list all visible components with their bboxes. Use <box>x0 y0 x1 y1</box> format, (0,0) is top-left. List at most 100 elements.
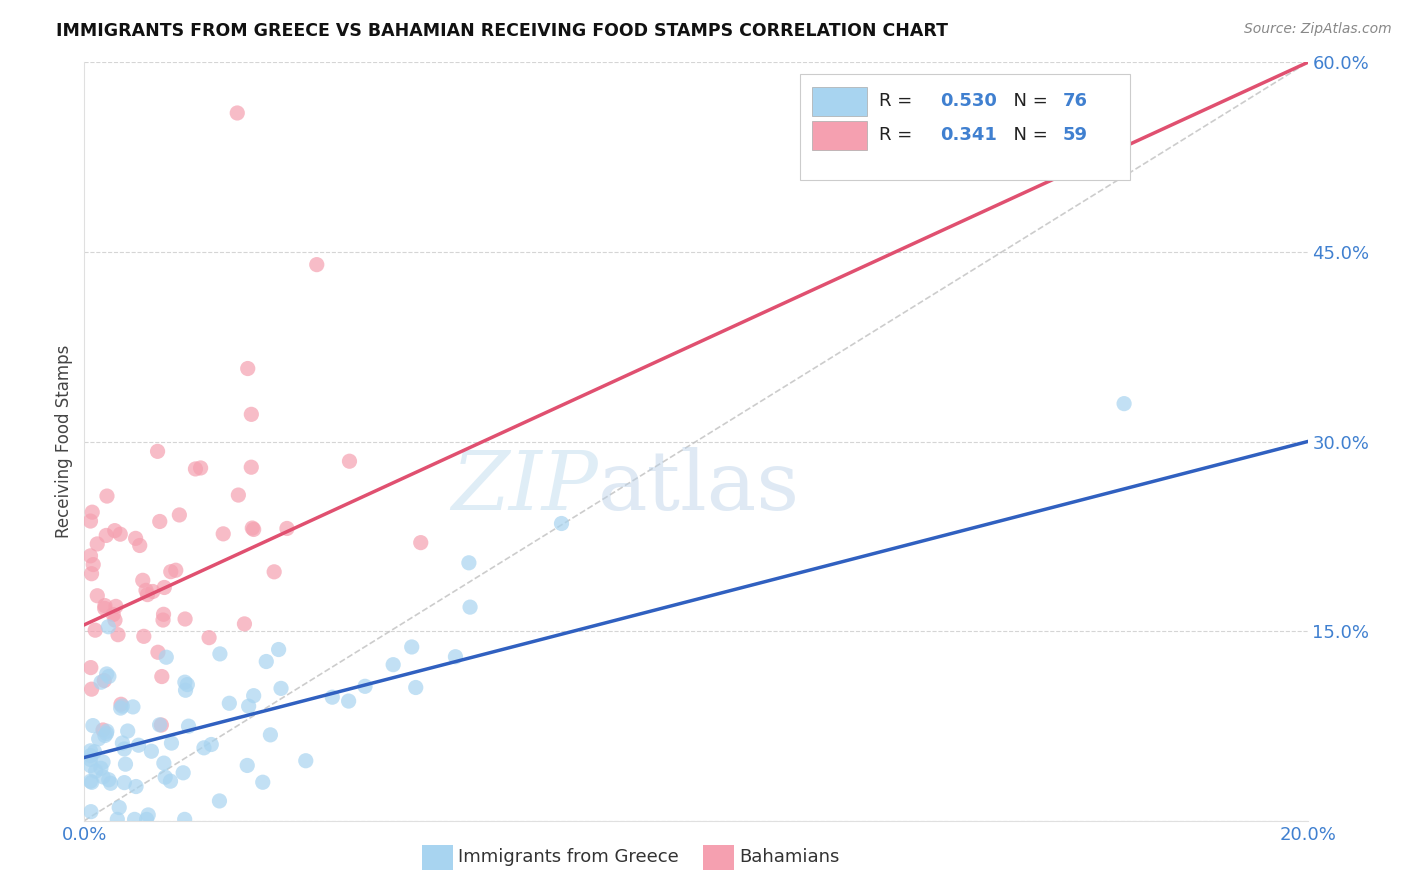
Text: R =: R = <box>880 92 918 110</box>
Point <box>240 460 263 475</box>
Point <box>174 612 197 626</box>
Point <box>409 535 432 549</box>
Point <box>125 780 148 794</box>
Point <box>240 408 263 422</box>
Point <box>337 694 360 708</box>
Point <box>233 616 256 631</box>
Point <box>457 556 479 570</box>
Point <box>153 770 176 784</box>
Point <box>401 640 423 654</box>
Point <box>96 724 118 739</box>
Point <box>111 699 134 714</box>
Point <box>104 524 127 538</box>
Point <box>339 454 361 468</box>
Point <box>152 607 174 622</box>
Point <box>259 728 281 742</box>
Point <box>104 599 127 614</box>
Point <box>93 601 115 615</box>
FancyBboxPatch shape <box>813 87 868 116</box>
Point <box>79 514 101 528</box>
Point <box>198 631 221 645</box>
Point <box>111 736 134 750</box>
Text: Bahamians: Bahamians <box>740 848 839 866</box>
Point <box>97 620 120 634</box>
Point <box>80 566 103 581</box>
Point <box>236 361 259 376</box>
Point <box>80 682 103 697</box>
Point <box>110 701 132 715</box>
Point <box>236 758 259 772</box>
Point <box>153 756 176 771</box>
Point <box>128 539 150 553</box>
Point <box>146 645 169 659</box>
Point <box>136 588 159 602</box>
Point <box>93 673 115 688</box>
Point <box>104 613 127 627</box>
Point <box>193 740 215 755</box>
Point <box>190 461 212 475</box>
Point <box>108 800 131 814</box>
Point <box>80 805 103 819</box>
Point <box>382 657 405 672</box>
Point <box>90 675 112 690</box>
Point <box>96 667 118 681</box>
Point <box>79 774 101 789</box>
Point <box>100 776 122 790</box>
Point <box>458 600 481 615</box>
Point <box>270 681 292 696</box>
Point <box>110 698 132 712</box>
Point <box>173 675 195 690</box>
Point <box>169 508 191 522</box>
Text: atlas: atlas <box>598 447 800 527</box>
Text: ZIP: ZIP <box>451 447 598 527</box>
Point <box>238 699 260 714</box>
Point <box>87 731 110 746</box>
Point <box>135 813 157 827</box>
Point <box>94 729 117 743</box>
Point <box>82 558 104 572</box>
Point <box>254 655 277 669</box>
Point <box>122 699 145 714</box>
Point <box>242 523 264 537</box>
Point <box>177 719 200 733</box>
Point <box>136 808 159 822</box>
Point <box>208 647 231 661</box>
Point <box>184 462 207 476</box>
Point <box>124 813 146 827</box>
Point <box>212 526 235 541</box>
Point <box>150 718 173 732</box>
Point <box>155 650 177 665</box>
Point <box>172 765 194 780</box>
Point <box>80 660 103 674</box>
Point <box>152 613 174 627</box>
Point <box>405 681 427 695</box>
Point <box>200 738 222 752</box>
Point <box>550 516 572 531</box>
Point <box>321 690 343 705</box>
Point <box>132 629 155 643</box>
Point <box>79 748 101 763</box>
Point <box>97 772 120 787</box>
Text: 59: 59 <box>1063 127 1088 145</box>
Point <box>146 444 169 458</box>
Point <box>242 689 264 703</box>
Point <box>294 754 316 768</box>
Point <box>1114 396 1136 410</box>
Point <box>103 607 125 622</box>
Point <box>112 742 135 756</box>
Point <box>110 527 132 541</box>
Point <box>107 628 129 642</box>
Point <box>165 563 187 577</box>
Point <box>91 755 114 769</box>
Point <box>80 775 103 789</box>
Point <box>82 718 104 732</box>
Point <box>150 669 173 683</box>
Point <box>124 532 146 546</box>
Point <box>263 565 285 579</box>
Point <box>91 723 114 737</box>
Y-axis label: Receiving Food Stamps: Receiving Food Stamps <box>55 345 73 538</box>
Text: 0.341: 0.341 <box>941 127 997 145</box>
Text: Immigrants from Greece: Immigrants from Greece <box>458 848 679 866</box>
Point <box>149 718 172 732</box>
Point <box>218 696 240 710</box>
